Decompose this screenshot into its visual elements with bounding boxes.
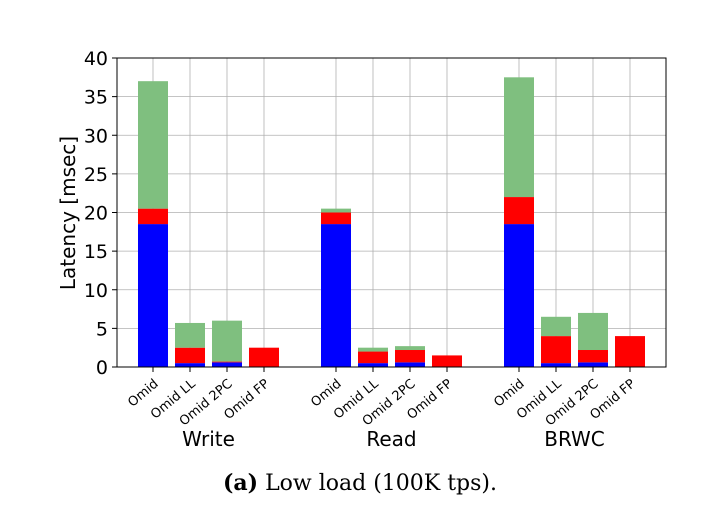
y-tick-labels: 0 5 10 15 20 25 30 35 40 xyxy=(84,48,117,379)
bar-segment-red xyxy=(432,355,462,367)
bar-segment-green xyxy=(504,77,534,198)
bar-segment-red xyxy=(249,347,279,367)
bar-segment-green xyxy=(541,316,571,337)
bar-segment-green xyxy=(358,347,388,352)
bar-segment-red xyxy=(358,351,388,364)
bar-segment-blue xyxy=(175,363,205,367)
y-axis-label: Latency [msec] xyxy=(56,136,80,290)
bar-segment-red xyxy=(212,361,242,363)
y-tick-label: 5 xyxy=(96,318,108,340)
bar-segment-red xyxy=(321,212,351,225)
bar-segment-red xyxy=(578,350,608,363)
bars xyxy=(138,77,645,367)
y-tick-label: 20 xyxy=(84,203,108,225)
y-tick-label: 0 xyxy=(96,357,108,379)
bar-segment-green xyxy=(395,346,425,351)
group-label: Write xyxy=(182,427,235,451)
bar-segment-green xyxy=(212,320,242,362)
bar-segment-red xyxy=(175,347,205,364)
y-tick-label: 35 xyxy=(84,87,108,109)
bar-segment-green xyxy=(321,208,351,213)
bar-segment-blue xyxy=(138,224,168,367)
bar-segment-blue xyxy=(578,362,608,367)
figure-caption: (a) Low load (100K tps). xyxy=(0,470,720,496)
bar-segment-blue xyxy=(395,362,425,367)
caption-label: (a) xyxy=(222,470,259,496)
y-tick-label: 25 xyxy=(84,164,108,186)
bar-segment-red xyxy=(541,336,571,364)
group-label: BRWC xyxy=(544,427,605,451)
bar-segment-red xyxy=(138,208,168,225)
bar-segment-blue xyxy=(504,224,534,367)
bar-segment-blue xyxy=(358,363,388,367)
bar-segment-red xyxy=(504,197,534,225)
bar-segment-blue xyxy=(321,224,351,367)
y-tick-label: 10 xyxy=(84,280,108,302)
y-tick-label: 30 xyxy=(84,125,108,147)
bar-segment-blue xyxy=(541,363,571,367)
group-label: Read xyxy=(366,427,416,451)
caption-text: Low load (100K tps). xyxy=(265,471,498,496)
bar-segment-green xyxy=(578,312,608,351)
bar-segment-blue xyxy=(212,362,242,367)
y-tick-label: 40 xyxy=(84,48,108,70)
group-labels: Write Read BRWC xyxy=(182,427,605,451)
y-tick-label: 15 xyxy=(84,241,108,263)
bar-segment-green xyxy=(138,81,168,209)
bar-segment-green xyxy=(175,322,205,348)
bar-segment-red xyxy=(395,350,425,363)
bar-segment-red xyxy=(615,336,645,367)
